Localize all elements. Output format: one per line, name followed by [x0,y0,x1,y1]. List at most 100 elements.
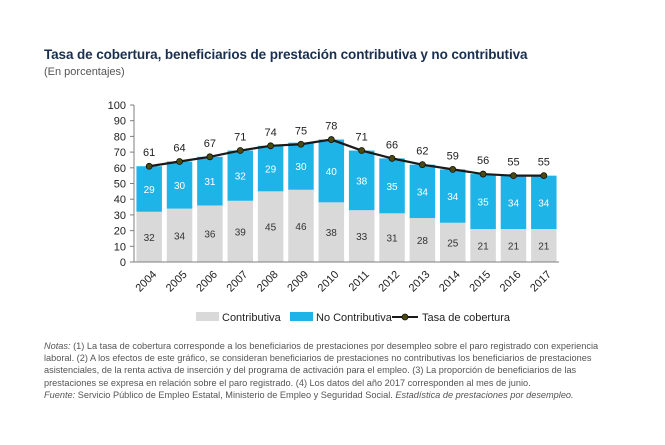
coverage-chart: 0 10 20 30 40 50 60 70 80 90 100 32 29 34 30 36 31 39 32 45… [108,100,559,324]
x-tick-label: 2013 [407,269,433,295]
tasa-label: 64 [173,143,185,155]
bar-label-contributiva: 33 [356,232,368,243]
tasa-label: 75 [295,125,307,137]
tasa-point [388,154,396,162]
bar-no-contributiva [379,158,405,214]
chart-title: Tasa de cobertura, beneficiarios de pres… [44,47,528,62]
bar-contributiva [227,200,253,262]
bar-contributiva [348,210,375,262]
x-tick-label: 2007 [225,269,251,295]
tasa-point [540,172,548,180]
bar-label-contributiva: 31 [386,234,398,245]
y-tick-label: 80 [114,131,126,143]
tasa-point [206,153,214,161]
tasa-point [236,147,244,154]
notes-paragraph: Notas: (1) La tasa de cobertura correspo… [44,340,624,389]
bar-contributiva [470,229,496,262]
y-tick-label: 0 [120,257,126,269]
bar-contributiva [166,208,193,262]
x-tick-label: 2009 [285,269,311,295]
bar-contributiva [318,202,345,262]
bar-label-no-contributiva: 34 [508,198,520,209]
tasa-label: 78 [325,121,337,133]
bar-label-contributiva: 34 [174,231,186,242]
tasa-point [327,136,335,143]
source-label: Fuente: [44,389,76,400]
bar-no-contributiva [136,166,162,212]
bar-no-contributiva [166,161,193,209]
bar-label-contributiva: 21 [478,242,490,253]
bar-no-contributiva [440,169,466,223]
bar-label-no-contributiva: 30 [295,162,307,173]
y-tick-label: 30 [114,210,126,222]
bar-label-no-contributiva: 34 [447,192,459,203]
bar-label-no-contributiva: 32 [235,172,247,183]
x-tick-label: 2006 [194,269,220,295]
legend-label-contributiva: Contributiva [222,312,282,324]
bar-label-contributiva: 45 [265,223,277,234]
bar-contributiva [500,229,527,262]
source-text: Servicio Público de Empleo Estatal, Mini… [75,389,396,400]
y-tick-label: 90 [114,116,126,128]
notes-label: Notas: [44,341,71,351]
bar-contributiva [136,211,162,262]
legend-label-tasa: Tasa de cobertura [422,312,511,324]
y-tick-label: 50 [114,179,126,191]
source-publication: Estadística de prestaciones por desemple… [395,389,574,400]
y-tick-label: 10 [114,241,126,253]
bar-contributiva [409,218,436,262]
bar-no-contributiva [348,150,375,211]
bar-no-contributiva [531,175,557,230]
x-tick-label: 2004 [134,269,160,295]
bar-label-no-contributiva: 31 [204,177,216,188]
bar-no-contributiva [227,150,253,201]
x-tick-label: 2008 [255,269,281,295]
chart-subtitle: (En porcentajes) [44,66,125,78]
tasa-label: 67 [204,138,216,150]
x-tick-label: 2017 [528,269,554,295]
x-tick-label: 2012 [376,269,402,295]
notes-text: (1) La tasa de cobertura corresponde a l… [44,341,599,388]
notes-block: Notas: (1) La tasa de cobertura correspo… [44,340,624,401]
tasa-point [176,158,183,165]
bar-no-contributiva [318,139,345,203]
tasa-point [418,161,426,169]
tasa-label: 55 [538,157,550,169]
bar-label-contributiva: 32 [144,233,156,244]
tasa-label: 66 [386,139,398,151]
source-paragraph: Fuente: Servicio Público de Empleo Estat… [44,389,624,401]
bar-label-no-contributiva: 29 [144,185,156,196]
x-tick-label: 2005 [164,269,190,295]
legend-swatch-tasa-point [401,313,409,321]
bar-no-contributiva [470,174,496,230]
bar-label-contributiva: 36 [204,230,216,241]
bar-no-contributiva [197,156,223,206]
tasa-point [297,140,305,148]
tasa-label: 74 [264,127,276,139]
bar-contributiva [257,191,284,262]
tasa-point [479,170,487,178]
bar-label-no-contributiva: 38 [356,176,368,187]
x-tick-label: 2014 [437,269,463,295]
bar-label-contributiva: 46 [295,222,307,233]
legend-label-no-contributiva: No Contributiva [316,312,393,324]
x-tick-label: 2010 [316,269,342,295]
tasa-point [267,142,275,150]
bar-label-no-contributiva: 30 [174,181,186,192]
bar-contributiva [531,229,557,262]
x-tick-label: 2016 [498,269,524,295]
x-tick-label: 2015 [467,269,493,295]
y-tick-label: 70 [114,147,126,159]
bar-contributiva [197,205,223,262]
tasa-point [358,147,366,154]
bar-no-contributiva [288,142,314,190]
tasa-label: 61 [143,147,155,159]
tasa-line [149,138,544,177]
y-tick-label: 60 [114,163,126,175]
bar-label-no-contributiva: 34 [417,187,429,198]
tasa-label: 71 [234,132,246,144]
legend-swatch-contributiva [196,312,219,321]
bar-label-no-contributiva: 29 [265,165,277,176]
bar-label-contributiva: 39 [235,227,247,238]
tasa-label: 55 [507,157,519,169]
